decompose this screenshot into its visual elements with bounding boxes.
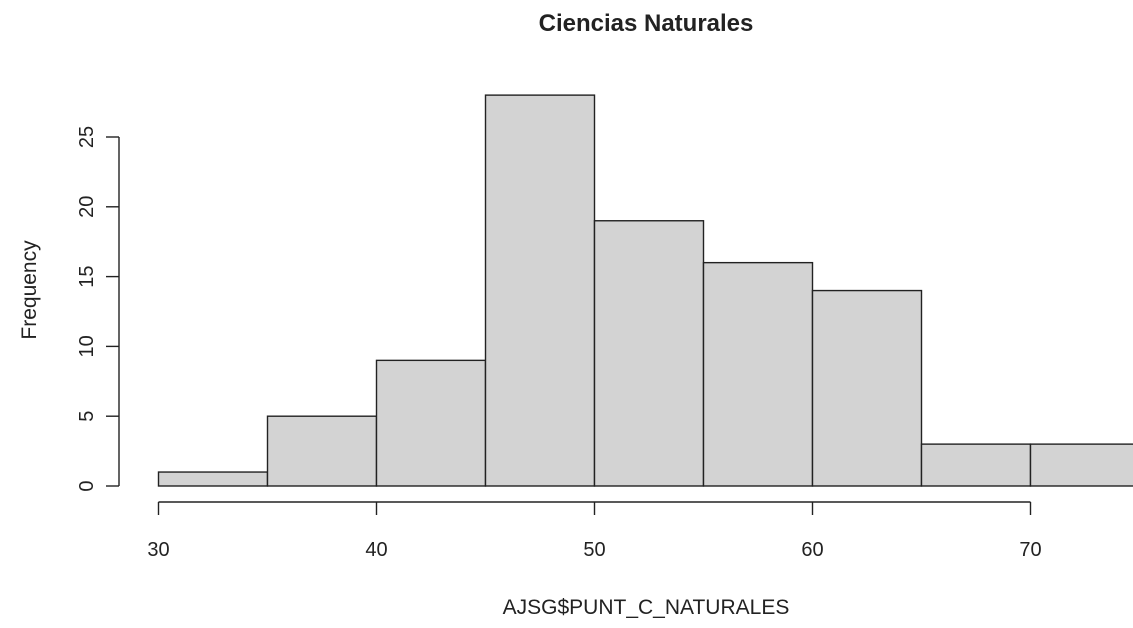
- histogram-bar-70-75: [1031, 444, 1133, 486]
- y-tick-label-5: 5: [76, 411, 98, 422]
- y-axis-label: Frequency: [18, 240, 41, 340]
- y-axis: 0 5 10 15 20 25: [76, 126, 119, 492]
- histogram-bar-45-50: [486, 95, 595, 486]
- histogram-bar-60-65: [813, 291, 922, 486]
- x-tick-label-70: 70: [1019, 539, 1041, 561]
- histogram-bars: [159, 95, 1133, 486]
- x-tick-label-30: 30: [147, 539, 169, 561]
- y-tick-label-20: 20: [76, 196, 98, 218]
- x-axis-label: AJSG$PUNT_C_NATURALES: [503, 596, 790, 619]
- histogram-bar-30-35: [159, 472, 268, 486]
- x-axis: 30 40 50 60 70: [147, 502, 1041, 561]
- y-tick-label-10: 10: [76, 335, 98, 357]
- x-tick-label-60: 60: [801, 539, 823, 561]
- histogram-bar-55-60: [704, 263, 813, 486]
- y-tick-label-15: 15: [76, 265, 98, 287]
- y-tick-label-25: 25: [76, 126, 98, 148]
- histogram-bar-40-45: [377, 360, 486, 486]
- x-tick-label-50: 50: [583, 539, 605, 561]
- histogram-bar-35-40: [268, 416, 377, 486]
- histogram-bar-65-70: [922, 444, 1031, 486]
- x-tick-label-40: 40: [365, 539, 387, 561]
- histogram-bar-50-55: [595, 221, 704, 486]
- chart-title: Ciencias Naturales: [539, 10, 754, 37]
- y-tick-label-0: 0: [76, 480, 98, 491]
